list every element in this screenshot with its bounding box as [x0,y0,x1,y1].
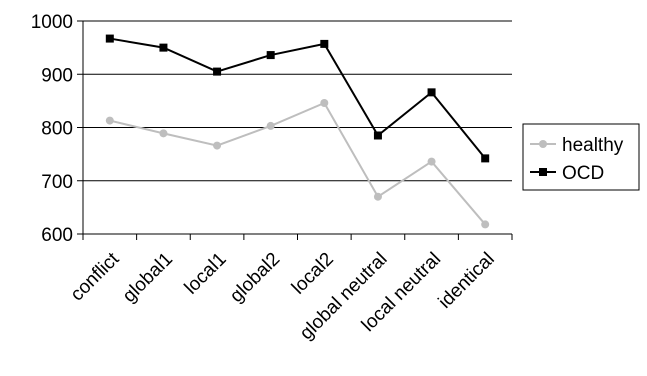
legend-box [522,123,640,191]
series-line [109,101,486,226]
y-tick-label: 700 [41,172,73,193]
data-point [213,141,222,150]
data-point [159,129,168,138]
data-point [320,39,329,48]
gridlines [83,20,512,235]
x-tick-label: global1 [119,249,177,307]
legend-label: OCD [562,163,604,184]
series-lines [105,34,490,229]
legend: healthy OCD [522,123,640,191]
legend-item-healthy: healthy [530,135,624,156]
data-point [427,157,436,166]
y-tick-label: 600 [41,225,73,246]
x-tick-label: identical [435,249,499,313]
data-point [373,131,382,140]
x-tick-label: global2 [226,249,284,307]
x-tick-label: local2 [288,249,338,299]
data-point [481,154,490,163]
data-point [266,51,275,60]
series-line [109,37,486,160]
data-point [320,99,329,108]
data-point [213,67,222,76]
y-tick-label: 1000 [31,12,73,33]
legend-item-ocd: OCD [530,163,604,184]
y-tick-label: 800 [41,119,73,140]
data-point [373,192,382,201]
legend-marker [539,140,547,148]
data-point [427,88,436,97]
data-point [159,43,168,52]
data-point [105,116,114,125]
x-tick-label: conflict [67,248,124,305]
legend-marker [539,168,547,176]
x-tick-label: local1 [181,249,231,299]
data-point [105,34,114,43]
y-tick-label: 900 [41,65,73,86]
data-point [481,220,490,229]
series-ocd [105,34,490,163]
series-healthy [105,99,490,229]
legend-label: healthy [562,135,624,156]
data-point [266,121,275,130]
